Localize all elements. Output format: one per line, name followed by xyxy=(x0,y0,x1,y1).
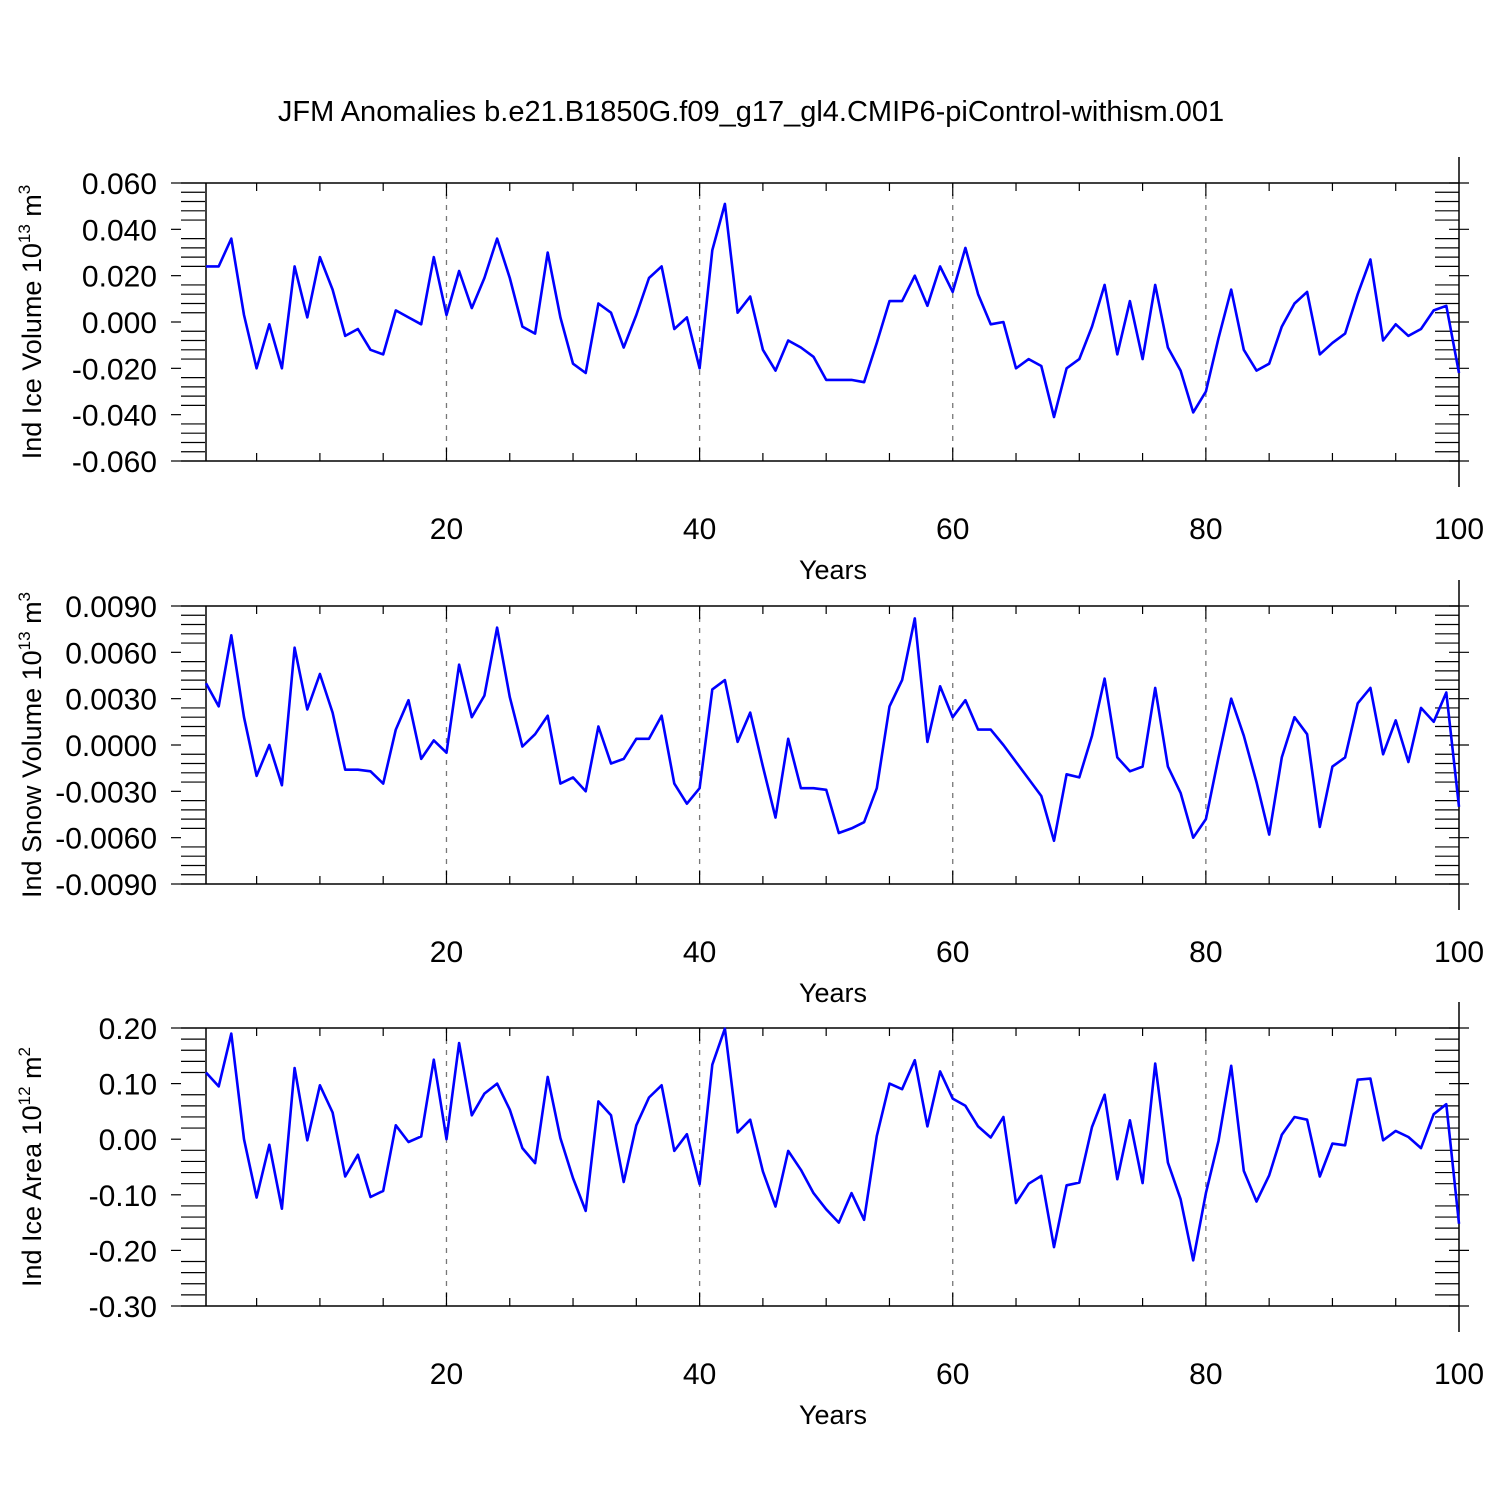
y-axis-title-unit: m xyxy=(17,601,47,631)
y-tick-label: -0.10 xyxy=(89,1180,157,1213)
x-tick-label: 100 xyxy=(1434,513,1484,546)
y-axis-title-exponent: 13 xyxy=(15,224,34,243)
y-axis-title-text: Ind Ice Area 10 xyxy=(17,1105,47,1287)
chart-panel-1: -0.060 -0.040 -0.020 0.000 0.020 0.040 0.060 20… xyxy=(15,157,1484,585)
chart-panel-3: -0.30 -0.20 -0.10 0.00 0.10 0.20 20 40 60 80 100 Ye… xyxy=(15,1002,1484,1430)
y-axis-title: Ind Ice Area 1012 m2 xyxy=(15,1047,47,1287)
y-axis-title-text: Ind Ice Volume 10 xyxy=(17,243,47,459)
y-tick-label: -0.060 xyxy=(72,446,157,479)
y-axis-title-exponent: 13 xyxy=(15,631,34,650)
x-axis-title: Years xyxy=(799,555,867,585)
y-axis-title-unit: m xyxy=(17,194,47,224)
y-axis-title-text: Ind Snow Volume 10 xyxy=(17,650,47,898)
series-line-1 xyxy=(205,1027,1461,1262)
y-tick-label: 0.020 xyxy=(82,261,157,294)
y-tick-label: 0.00 xyxy=(99,1124,157,1157)
y-tick-label: -0.20 xyxy=(89,1235,157,1268)
y-tick-label: 0.0090 xyxy=(65,591,157,624)
y-tick-label: -0.0060 xyxy=(55,823,157,856)
x-tick-label: 100 xyxy=(1434,1358,1484,1391)
y-tick-label: 0.0060 xyxy=(65,637,157,670)
y-axis-title: Ind Snow Volume 1013 m3 xyxy=(15,592,47,898)
series-line-1 xyxy=(204,617,1461,843)
y-tick-label: 0.040 xyxy=(82,214,157,247)
y-tick-label: 0.000 xyxy=(82,307,157,340)
y-tick-label: -0.30 xyxy=(89,1291,157,1324)
x-tick-label: 100 xyxy=(1434,936,1484,969)
y-tick-label: 0.20 xyxy=(99,1013,157,1046)
y-tick-label: -0.020 xyxy=(72,353,157,386)
y-tick-label: 0.0030 xyxy=(65,684,157,717)
x-tick-label: 20 xyxy=(430,936,463,969)
y-tick-label: 0.10 xyxy=(99,1069,157,1102)
x-axis-title: Years xyxy=(799,1400,867,1430)
y-axis-title-exponent: 12 xyxy=(15,1086,34,1105)
x-tick-label: 80 xyxy=(1189,1358,1222,1391)
x-tick-label: 20 xyxy=(430,1358,463,1391)
figure-title: JFM Anomalies b.e21.B1850G.f09_g17_gl4.C… xyxy=(278,96,1224,128)
y-axis-title: Ind Ice Volume 1013 m3 xyxy=(15,185,47,460)
x-axis-title: Years xyxy=(799,978,867,1008)
y-tick-label: 0.060 xyxy=(82,168,157,201)
y-tick-label: -0.040 xyxy=(72,400,157,433)
x-tick-label: 40 xyxy=(683,936,716,969)
x-tick-label: 80 xyxy=(1189,513,1222,546)
x-tick-label: 60 xyxy=(936,1358,969,1391)
series-line-1 xyxy=(206,202,1461,419)
x-tick-label: 60 xyxy=(936,936,969,969)
chart-panel-2: -0.0090 -0.0060 -0.0030 0.0000 0.0030 0.0060 0… xyxy=(15,580,1484,1008)
x-tick-label: 40 xyxy=(683,513,716,546)
x-tick-label: 80 xyxy=(1189,936,1222,969)
y-axis-title-unit: m xyxy=(17,1056,47,1086)
x-tick-label: 20 xyxy=(430,513,463,546)
x-tick-label: 40 xyxy=(683,1358,716,1391)
x-tick-label: 60 xyxy=(936,513,969,546)
y-tick-label: 0.0000 xyxy=(65,730,157,763)
y-tick-label: -0.0090 xyxy=(55,869,157,902)
panels: -0.060-0.040-0.0200.0000.0200.0400.06020… xyxy=(15,157,1484,1430)
y-axis-title-unit-exponent: 3 xyxy=(15,592,34,601)
y-tick-label: -0.0030 xyxy=(55,776,157,809)
y-axis-title-unit-exponent: 3 xyxy=(15,185,34,194)
y-axis-title-unit-exponent: 2 xyxy=(15,1047,34,1056)
